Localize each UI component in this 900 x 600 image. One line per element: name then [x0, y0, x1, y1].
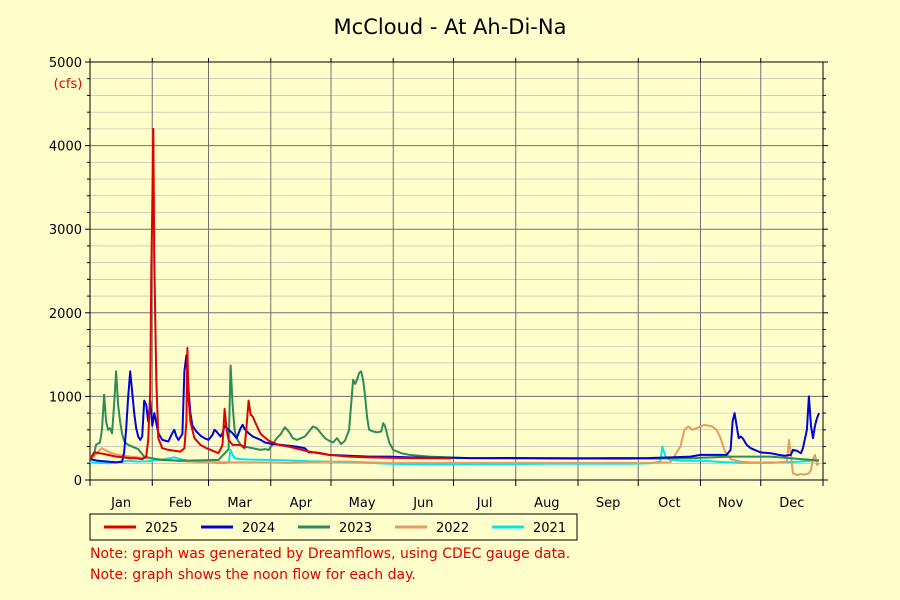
month-label-feb: Feb	[169, 496, 192, 511]
series-line-2021	[89, 445, 820, 466]
month-label-nov: Nov	[718, 496, 744, 511]
y-tick-label: 0	[74, 474, 82, 489]
series-line-2022	[89, 423, 820, 476]
legend-label-2025: 2025	[145, 521, 178, 536]
y-axis-unit-label: (cfs)	[54, 77, 83, 92]
month-label-oct: Oct	[658, 496, 680, 511]
plot-frame	[89, 61, 824, 481]
month-label-dec: Dec	[779, 496, 804, 511]
y-tick-label: 1000	[49, 390, 82, 405]
note-line-2: Note: graph shows the noon flow for each…	[90, 567, 416, 583]
month-label-mar: Mar	[227, 496, 252, 511]
y-tick-label: 2000	[49, 307, 82, 322]
legend-label-2021: 2021	[533, 521, 566, 536]
grid	[90, 62, 823, 480]
note-line-1: Note: graph was generated by Dreamflows,…	[90, 546, 570, 562]
month-label-may: May	[349, 496, 376, 511]
legend: 2025 2024 2023 2022 2021	[89, 513, 578, 541]
month-label-sep: Sep	[596, 496, 621, 511]
axes: 0 1000 2000 3000 4000 5000 Jan Feb Mar Apr May Jun J…	[49, 56, 828, 511]
month-label-jan: Jan	[110, 496, 131, 511]
y-tick-label: 4000	[49, 140, 82, 155]
legend-label-2022: 2022	[436, 521, 469, 536]
y-tick-label: 3000	[49, 223, 82, 238]
month-label-jun: Jun	[412, 496, 433, 511]
y-tick-label: 5000	[49, 56, 82, 71]
chart-title: McCloud - At Ah-Di-Na	[334, 15, 567, 39]
legend-box	[89, 513, 578, 541]
series-layer	[89, 127, 820, 476]
month-label-jul: Jul	[476, 496, 493, 511]
legend-label-2024: 2024	[242, 521, 275, 536]
series-line-2025	[89, 127, 452, 461]
month-label-aug: Aug	[534, 496, 559, 511]
legend-label-2023: 2023	[339, 521, 372, 536]
month-label-apr: Apr	[290, 496, 313, 511]
